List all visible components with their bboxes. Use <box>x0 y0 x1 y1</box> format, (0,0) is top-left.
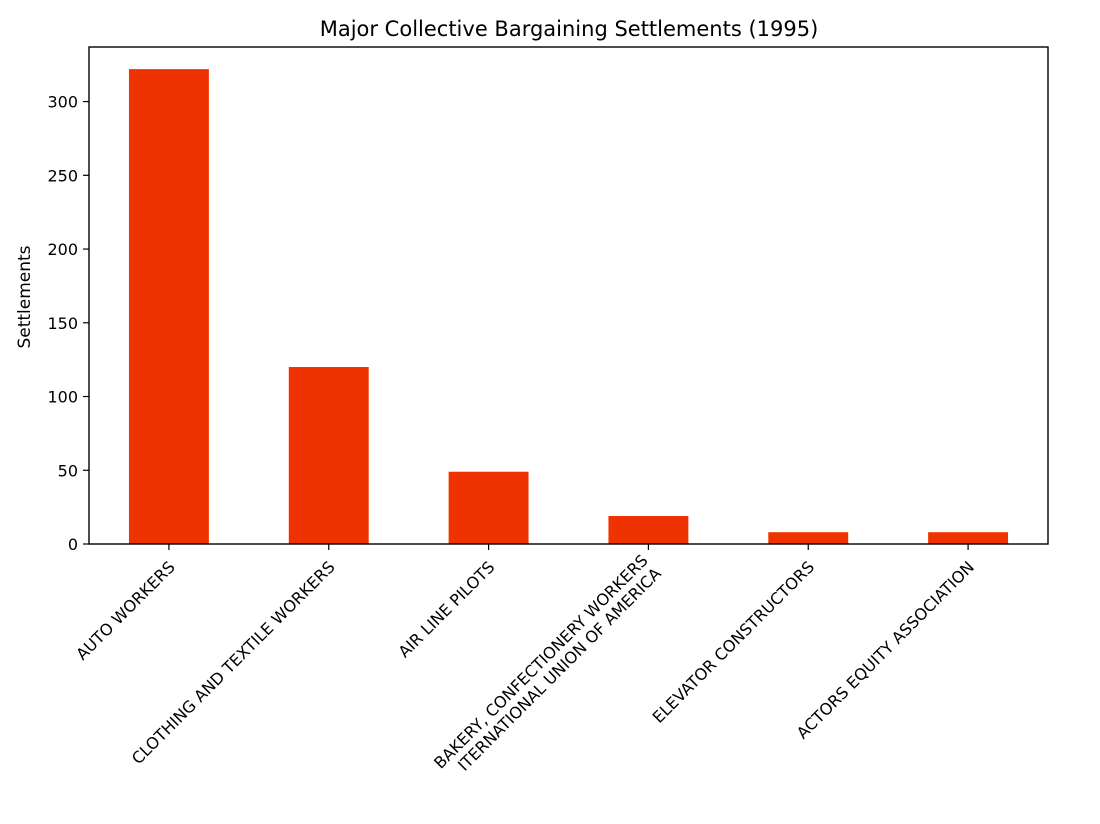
x-tick-label: ELEVATOR CONSTRUCTORS <box>649 557 818 726</box>
y-tick-label: 200 <box>47 240 78 259</box>
y-tick-label: 0 <box>68 535 78 554</box>
plot-frame <box>88 46 1049 545</box>
bar-0 <box>128 69 209 545</box>
y-tick-label: 150 <box>47 314 78 333</box>
y-tick-label: 100 <box>47 388 78 407</box>
x-tick-label: AUTO WORKERS <box>72 557 178 663</box>
y-tick-label: 250 <box>47 166 78 185</box>
y-tick-label: 50 <box>58 461 78 480</box>
bars-layer <box>128 69 1009 545</box>
bar-2 <box>448 471 529 544</box>
y-tick-label: 300 <box>47 93 78 112</box>
bar-5 <box>928 532 1009 544</box>
y-axis-label: Settlements <box>15 245 35 348</box>
x-tick-label: AIR LINE PILOTS <box>395 557 499 661</box>
bar-4 <box>768 532 849 544</box>
chart-title: Major Collective Bargaining Settlements … <box>320 17 819 41</box>
bar-1 <box>288 367 369 544</box>
x-tick-label: ACTORS EQUITY ASSOCIATION <box>793 557 978 742</box>
bar-3 <box>608 515 689 544</box>
